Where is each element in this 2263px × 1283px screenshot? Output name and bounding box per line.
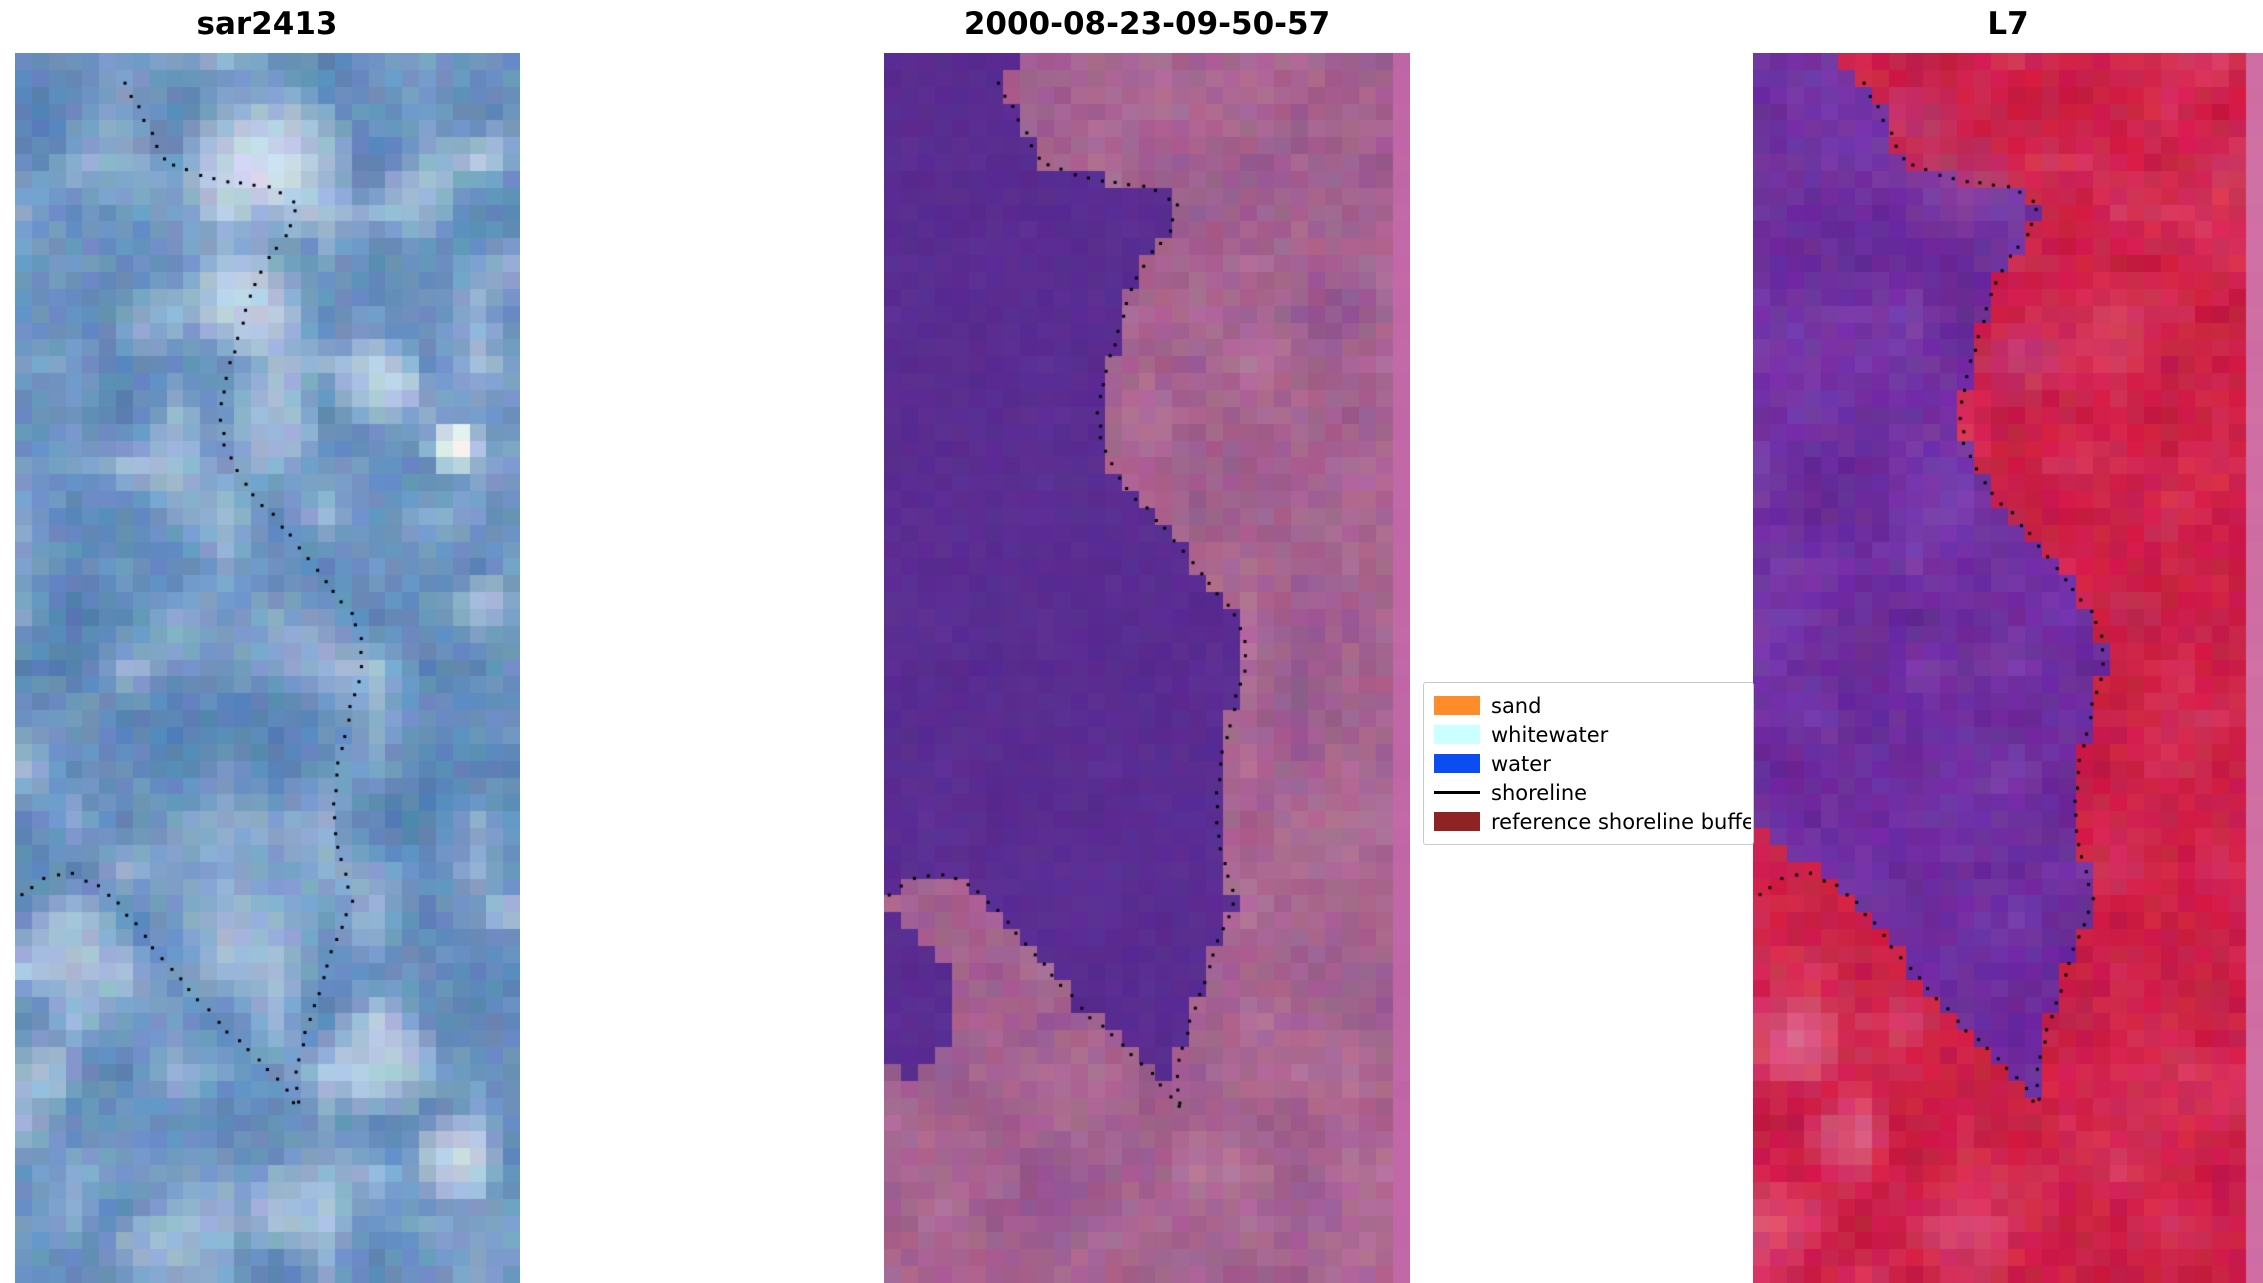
panel-image-l7 xyxy=(1753,53,2263,1283)
panel-title-sar: sar2413 xyxy=(196,6,338,42)
legend-label-whitewater: whitewater xyxy=(1491,722,1609,747)
reference-buffer-swatch-icon xyxy=(1434,812,1480,831)
sand-swatch-icon xyxy=(1434,696,1480,715)
legend-label-reference-buffer: reference shoreline buffer xyxy=(1491,809,1751,834)
legend-item-shoreline: shoreline xyxy=(1434,778,1751,807)
panel-image-sar xyxy=(15,53,520,1283)
panel-title-date: 2000-08-23-09-50-57 xyxy=(963,6,1331,42)
legend-label-sand: sand xyxy=(1491,693,1542,718)
panel-title-l7: L7 xyxy=(1987,6,2029,42)
whitewater-swatch-icon xyxy=(1434,725,1480,744)
shoreline-line-icon xyxy=(1434,791,1480,794)
legend-label-water: water xyxy=(1491,751,1551,776)
legend-item-sand: sand xyxy=(1434,691,1751,720)
legend: sand whitewater water shoreline referenc… xyxy=(1423,682,1754,845)
legend-label-shoreline: shoreline xyxy=(1491,780,1588,805)
water-swatch-icon xyxy=(1434,754,1480,773)
legend-item-reference-buffer: reference shoreline buffer xyxy=(1434,807,1751,836)
legend-item-whitewater: whitewater xyxy=(1434,720,1751,749)
legend-item-water: water xyxy=(1434,749,1751,778)
panel-image-classified xyxy=(884,53,1410,1283)
